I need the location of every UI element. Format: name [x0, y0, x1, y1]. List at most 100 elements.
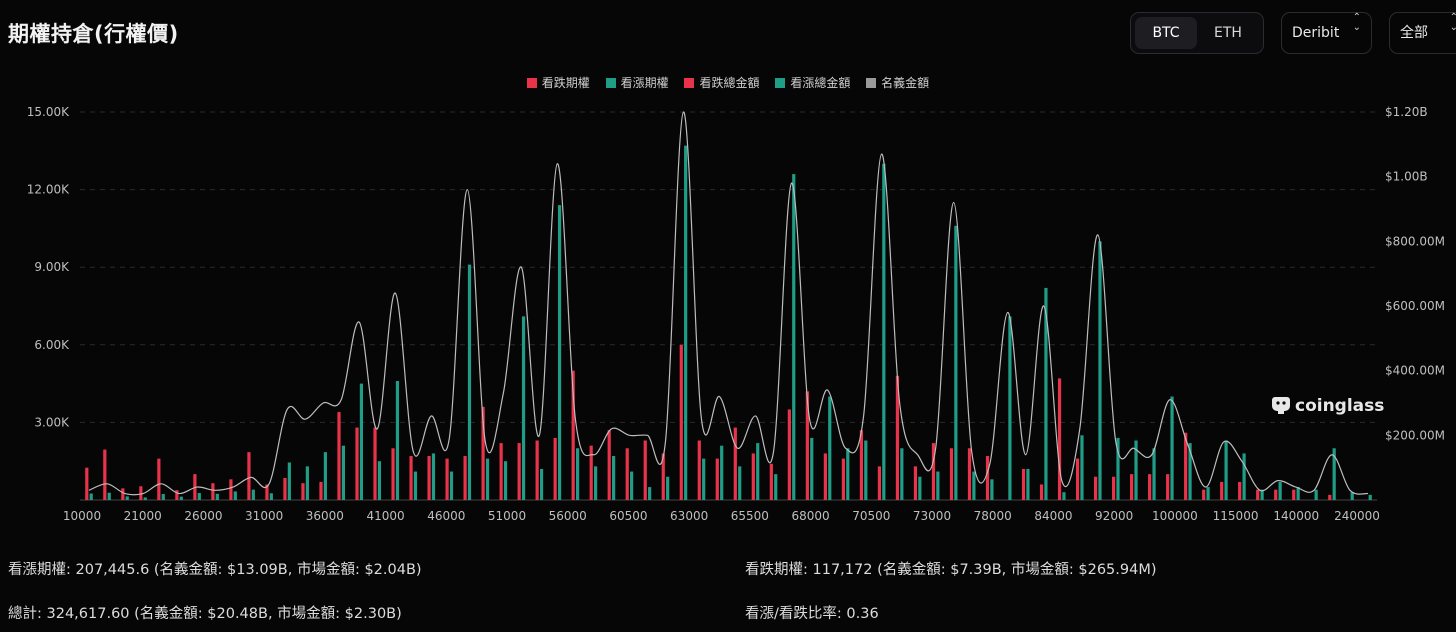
x-tick-label: 84000 — [1034, 509, 1072, 523]
x-tick-label: 78000 — [974, 509, 1012, 523]
y-left-tick-label: 3.00K — [34, 415, 70, 429]
put-bar — [175, 490, 179, 500]
put-bar — [1256, 489, 1260, 500]
put-bar — [301, 483, 305, 500]
put-bar — [229, 479, 233, 500]
put-bar — [1039, 484, 1044, 500]
toggle-eth-button[interactable]: ETH — [1214, 25, 1242, 41]
put-bar — [697, 440, 701, 500]
put-bar — [643, 440, 647, 500]
call-bar — [89, 493, 93, 500]
put-bar — [103, 449, 107, 500]
call-bar — [161, 494, 165, 500]
summary-total: 總計: 324,617.60 (名義金額: $20.48B, 市場金額: $2.… — [8, 606, 402, 622]
put-bar — [967, 448, 972, 500]
put-bar — [409, 456, 413, 500]
x-tick-label: 115000 — [1213, 509, 1259, 523]
legend-item-notional[interactable]: 名義金額 — [866, 74, 929, 91]
call-bar — [1170, 396, 1174, 500]
put-bar — [859, 430, 864, 500]
x-tick-label: 240000 — [1334, 509, 1380, 523]
call-bar — [1062, 492, 1066, 500]
x-tick-label: 26000 — [184, 509, 222, 523]
coinglass-watermark: coinglass — [1271, 394, 1384, 416]
legend-label: 看跌期權 — [541, 76, 590, 90]
x-tick-label: 56000 — [549, 509, 587, 523]
x-tick-label: 70500 — [852, 509, 890, 523]
y-right-tick-label: $600.00M — [1385, 299, 1445, 313]
put-bar — [499, 443, 503, 500]
put-bar — [1220, 481, 1224, 500]
legend-label: 名義金額 — [881, 76, 930, 90]
call-bar — [395, 381, 400, 500]
toggle-btc-button[interactable]: BTC — [1135, 17, 1197, 49]
expiry-select[interactable]: 全部 ⌃ ⌄ — [1389, 12, 1456, 54]
legend-item-puts[interactable]: 看跌期權 — [526, 74, 590, 91]
put-bar — [877, 466, 882, 500]
x-tick-label: 73000 — [913, 509, 951, 523]
summary-puts: 看跌期權: 117,172 (名義金額: $7.39B, 市場金額: $265.… — [745, 562, 1157, 578]
put-bar — [1292, 489, 1296, 500]
call-bar — [575, 448, 580, 500]
call-bar — [1116, 437, 1120, 500]
put-bar — [787, 409, 791, 500]
x-tick-label: 68000 — [791, 509, 829, 523]
x-tick-label: 60500 — [609, 509, 647, 523]
call-bar — [233, 491, 237, 500]
call-bar — [1260, 489, 1264, 500]
call-bar — [864, 440, 868, 500]
call-bar — [1134, 440, 1138, 500]
put-bar — [751, 453, 755, 500]
put-bar — [139, 486, 143, 500]
call-bar — [918, 476, 922, 500]
call-bar — [323, 452, 327, 500]
chart-legend: 看跌期權 看漲期權 看跌總金額 看漲總金額 名義金額 — [0, 74, 1456, 91]
put-bar — [733, 427, 737, 500]
call-bar — [972, 471, 976, 500]
put-bar — [1148, 474, 1152, 500]
legend-label: 看漲總金額 — [790, 76, 851, 90]
call-bar — [251, 489, 255, 500]
call-bar — [269, 493, 273, 500]
legend-swatch — [866, 78, 877, 88]
put-bar — [247, 452, 251, 500]
call-bar — [197, 493, 201, 500]
call-bar — [431, 453, 436, 500]
put-bar — [1328, 494, 1332, 500]
put-bar — [895, 375, 900, 500]
call-bar — [648, 487, 652, 500]
legend-item-put-total[interactable]: 看跌總金額 — [684, 74, 760, 91]
put-bar — [589, 445, 593, 500]
put-bar — [463, 456, 467, 500]
call-bar — [900, 448, 904, 500]
call-bar — [539, 468, 544, 500]
call-bar — [1188, 443, 1192, 500]
put-bar — [1202, 489, 1206, 500]
x-tick-label: 51000 — [488, 509, 526, 523]
call-bar — [485, 458, 490, 500]
put-bar — [805, 391, 809, 500]
exchange-select[interactable]: Deribit ⌃ ⌄ — [1281, 12, 1372, 54]
put-bar — [913, 466, 918, 500]
watermark-text: coinglass — [1295, 396, 1385, 416]
legend-item-calls[interactable]: 看漲期權 — [605, 74, 669, 91]
x-tick-label: 31000 — [245, 509, 283, 523]
call-bar — [1098, 241, 1102, 501]
put-bar — [1075, 458, 1080, 500]
call-bar — [1152, 448, 1156, 500]
put-bar — [157, 458, 161, 500]
call-bar — [1080, 435, 1084, 500]
call-bar — [521, 316, 526, 500]
put-bar — [715, 458, 719, 500]
x-tick-label: 100000 — [1152, 509, 1198, 523]
put-bar — [427, 456, 431, 500]
y-right-tick-label: $1.20B — [1385, 105, 1428, 119]
call-bar — [1224, 440, 1228, 500]
x-tick-label: 140000 — [1273, 509, 1319, 523]
coinglass-logo-icon — [1272, 397, 1290, 414]
put-bar — [85, 467, 89, 500]
legend-item-call-total[interactable]: 看漲總金額 — [775, 74, 850, 91]
call-bar — [684, 145, 688, 501]
legend-swatch — [605, 78, 616, 88]
put-bar — [553, 437, 557, 500]
